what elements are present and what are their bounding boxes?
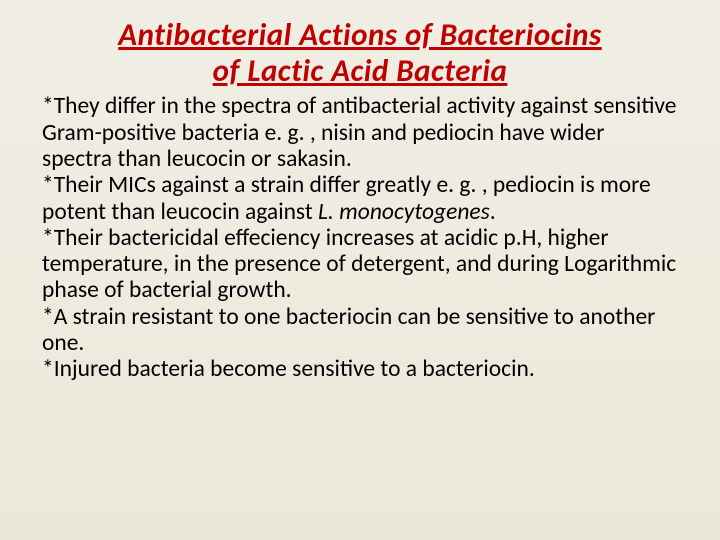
title-line-2: of Lactic Acid Bacteria (213, 52, 508, 90)
paragraph-3: *Their bactericidal effeciency increases… (42, 224, 676, 305)
paragraph-2-italic: L. monocytogenes (318, 198, 490, 226)
slide-title: Antibacterial Actions of Bacteriocins of… (42, 18, 678, 89)
slide-body: *They differ in the spectra of antibacte… (42, 93, 678, 382)
paragraph-2-b: . (490, 198, 496, 226)
paragraph-1: *They differ in the spectra of antibacte… (42, 92, 677, 173)
paragraph-4: *A strain resistant to one bacteriocin c… (42, 303, 655, 357)
title-line-1: Antibacterial Actions of Bacteriocins (118, 16, 601, 54)
paragraph-5: *Injured bacteria become sensitive to a … (42, 355, 535, 383)
